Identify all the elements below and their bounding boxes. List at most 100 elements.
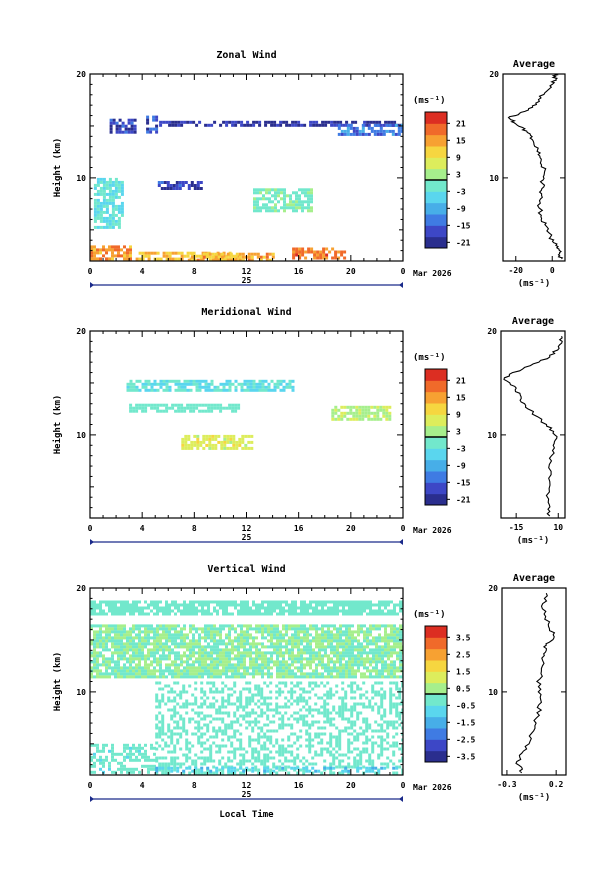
colorbar-unit: (ms⁻¹): [413, 353, 446, 363]
heatmap-region: [157, 181, 203, 190]
heatmap-region: [181, 434, 254, 450]
average-x-axis-label: (ms⁻¹): [518, 793, 551, 803]
heatmap-region: [126, 379, 295, 392]
average-x-tick-label: -15: [509, 523, 524, 532]
x-tick-label: 8: [192, 781, 197, 790]
date-bar: 25: [90, 533, 403, 545]
colorbar-tick-label: 3: [456, 170, 461, 179]
colorbar-tick-label: -9: [456, 204, 466, 213]
x-tick-label: 4: [140, 781, 145, 790]
x-tick-label: 12: [242, 524, 252, 533]
colorbar-swatch: [425, 660, 447, 672]
y-tick-label: 20: [76, 584, 86, 593]
colorbar-swatch: [425, 716, 447, 729]
date-month-label: Mar 2026: [413, 269, 452, 278]
colorbar-tick-label: -15: [456, 221, 471, 230]
average-profile-line: [515, 593, 556, 774]
y-tick-label: 10: [76, 688, 86, 697]
colorbar-tick-label: -3.5: [456, 752, 475, 761]
heatmap-region: [331, 405, 392, 421]
colorbar-tick-label: 9: [456, 410, 461, 419]
x-tick-label: 8: [192, 267, 197, 276]
colorbar-swatch: [425, 682, 447, 695]
average-profile: Average 10 20 -0.3 0.2 (ms⁻¹): [488, 573, 567, 803]
colorbar: (ms⁻¹) 21 15 9 3 -3 -9 -15 -21: [413, 96, 471, 249]
average-title: Average: [512, 316, 554, 327]
date-month-label: Mar 2026: [413, 526, 452, 535]
heatmap-region: [90, 624, 403, 679]
plot-frame: [89, 73, 404, 262]
colorbar-tick-label: -0.5: [456, 701, 475, 710]
panel-title: Vertical Wind: [207, 563, 285, 575]
plot-frame: [89, 330, 404, 519]
x-tick-label: 12: [242, 781, 252, 790]
x-tick-label: 16: [294, 781, 304, 790]
heatmap-region: [146, 115, 159, 134]
x-tick-label: 16: [294, 267, 304, 276]
x-tick-label: 8: [192, 524, 197, 533]
colorbar-swatch: [425, 391, 447, 404]
date-bar: 25: [90, 276, 403, 288]
axis-ticks: [89, 330, 404, 519]
average-y-tick-label: 20: [488, 584, 498, 593]
y-axis-label: Height (km): [52, 652, 63, 712]
colorbar-swatch: [425, 134, 447, 147]
average-frame: [500, 330, 566, 519]
colorbar: (ms⁻¹) 21 15 9 3 -3 -9 -15 -21: [413, 353, 471, 506]
heatmap-region: [129, 403, 241, 413]
panel-1: Meridional Wind 10 20 0 4 8 12 16 20 0 Height (km)…: [52, 306, 566, 546]
heatmap-region: [90, 245, 132, 261]
colorbar-swatch: [425, 236, 447, 249]
heatmap-cells: [90, 115, 403, 261]
x-tick-label: 0: [88, 267, 93, 276]
x-tick-label: 0: [88, 524, 93, 533]
colorbar-swatch: [425, 157, 447, 170]
average-profile-line: [503, 336, 563, 517]
average-frame: [502, 73, 566, 262]
colorbar-swatch: [425, 448, 447, 461]
y-axis-label: Height (km): [52, 395, 63, 455]
heatmap-cells: [126, 379, 392, 450]
colorbar-swatch: [425, 471, 447, 483]
colorbar-tick-label: -15: [456, 478, 471, 487]
colorbar-unit: (ms⁻¹): [413, 610, 446, 620]
y-tick-label: 10: [76, 431, 86, 440]
colorbar-swatch: [425, 425, 447, 438]
average-y-tick-label: 10: [489, 174, 499, 183]
colorbar-swatch: [425, 626, 447, 638]
x-tick-label: 20: [346, 267, 356, 276]
average-x-tick-label: -20: [509, 266, 524, 275]
colorbar-swatch: [425, 214, 447, 226]
x-tick-label: 12: [242, 267, 252, 276]
average-x-axis-label: (ms⁻¹): [518, 279, 551, 289]
colorbar-tick-label: -3: [456, 444, 466, 453]
colorbar-swatch: [425, 146, 447, 158]
colorbar-swatch: [425, 414, 447, 427]
date-day-label: 25: [242, 276, 252, 285]
date-bar: 25: [90, 790, 403, 802]
panel-title: Zonal Wind: [216, 49, 276, 61]
x-tick-label: 0: [88, 781, 93, 790]
colorbar-tick-label: 15: [456, 393, 466, 402]
colorbar-swatch: [425, 369, 447, 381]
average-title: Average: [513, 573, 555, 584]
y-axis-label: Height (km): [52, 138, 63, 198]
colorbar-swatch: [425, 225, 447, 238]
axis-ticks: [89, 73, 404, 262]
colorbar-swatch: [425, 191, 447, 204]
heatmap-region: [155, 681, 403, 775]
colorbar-swatch: [425, 493, 447, 506]
heatmap-region: [337, 123, 403, 136]
colorbar-unit: (ms⁻¹): [413, 96, 446, 106]
x-tick-label: 0: [401, 524, 406, 533]
date-day-label: 25: [242, 533, 252, 542]
colorbar-tick-label: -3: [456, 187, 466, 196]
colorbar-tick-label: -21: [456, 238, 471, 247]
colorbar-swatch: [425, 648, 447, 661]
colorbar-swatch: [425, 750, 447, 763]
date-month-label: Mar 2026: [413, 783, 452, 792]
colorbar-tick-label: -21: [456, 495, 471, 504]
colorbar-swatch: [425, 403, 447, 415]
x-tick-label: 16: [294, 524, 304, 533]
